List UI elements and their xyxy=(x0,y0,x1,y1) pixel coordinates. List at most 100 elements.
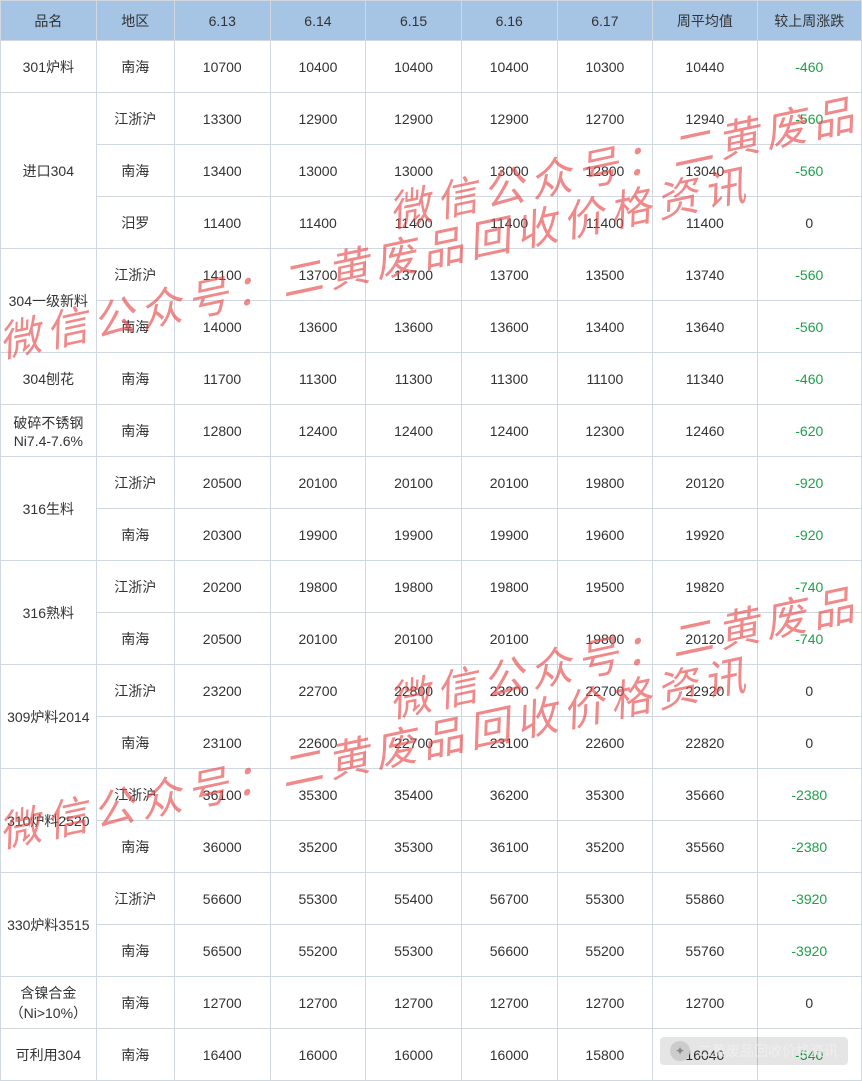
value-cell: 12300 xyxy=(557,405,653,457)
table-row: 南海360003520035300361003520035560-2380 xyxy=(1,821,862,873)
table-row: 301炉料南海107001040010400104001030010440-46… xyxy=(1,41,862,93)
change-cell: -3920 xyxy=(757,925,861,977)
region-cell: 南海 xyxy=(96,1029,174,1081)
value-cell: 13500 xyxy=(557,249,653,301)
region-cell: 江浙沪 xyxy=(96,665,174,717)
change-cell: -460 xyxy=(757,353,861,405)
change-cell: -460 xyxy=(757,41,861,93)
value-cell: 10700 xyxy=(174,41,270,93)
region-cell: 江浙沪 xyxy=(96,249,174,301)
product-name-cell: 进口304 xyxy=(1,93,97,249)
change-cell: 0 xyxy=(757,717,861,769)
table-row: 汨罗1140011400114001140011400114000 xyxy=(1,197,862,249)
value-cell: 11700 xyxy=(174,353,270,405)
avg-cell: 35660 xyxy=(653,769,757,821)
value-cell: 19800 xyxy=(270,561,366,613)
avg-cell: 10440 xyxy=(653,41,757,93)
avg-cell: 13640 xyxy=(653,301,757,353)
value-cell: 22600 xyxy=(557,717,653,769)
value-cell: 13700 xyxy=(270,249,366,301)
value-cell: 12900 xyxy=(270,93,366,145)
value-cell: 20100 xyxy=(461,457,557,509)
value-cell: 22700 xyxy=(366,717,462,769)
value-cell: 11400 xyxy=(461,197,557,249)
value-cell: 19800 xyxy=(557,613,653,665)
column-header: 6.15 xyxy=(366,1,462,41)
table-row: 309炉料2014江浙沪2320022700228002320022700229… xyxy=(1,665,862,717)
value-cell: 12400 xyxy=(366,405,462,457)
change-cell: 0 xyxy=(757,665,861,717)
value-cell: 35400 xyxy=(366,769,462,821)
change-cell: -2380 xyxy=(757,769,861,821)
value-cell: 13000 xyxy=(366,145,462,197)
region-cell: 汨罗 xyxy=(96,197,174,249)
change-cell: 0 xyxy=(757,197,861,249)
value-cell: 11100 xyxy=(557,353,653,405)
change-cell: -620 xyxy=(757,405,861,457)
value-cell: 36000 xyxy=(174,821,270,873)
value-cell: 19800 xyxy=(557,457,653,509)
value-cell: 55200 xyxy=(270,925,366,977)
table-row: 南海140001360013600136001340013640-560 xyxy=(1,301,862,353)
value-cell: 20100 xyxy=(366,613,462,665)
value-cell: 20100 xyxy=(270,457,366,509)
table-row: 南海205002010020100201001980020120-740 xyxy=(1,613,862,665)
column-header: 6.16 xyxy=(461,1,557,41)
value-cell: 12800 xyxy=(174,405,270,457)
change-cell: -560 xyxy=(757,93,861,145)
value-cell: 12700 xyxy=(557,977,653,1029)
value-cell: 36200 xyxy=(461,769,557,821)
avg-cell: 11340 xyxy=(653,353,757,405)
table-row: 310炉料2520江浙沪3610035300354003620035300356… xyxy=(1,769,862,821)
avg-cell: 12700 xyxy=(653,977,757,1029)
change-cell: -920 xyxy=(757,509,861,561)
value-cell: 11400 xyxy=(557,197,653,249)
column-header: 品名 xyxy=(1,1,97,41)
table-row: 含镍合金（Ni>10%）南海12700127001270012700127001… xyxy=(1,977,862,1029)
region-cell: 南海 xyxy=(96,977,174,1029)
value-cell: 13400 xyxy=(174,145,270,197)
value-cell: 55200 xyxy=(557,925,653,977)
value-cell: 20100 xyxy=(270,613,366,665)
avg-cell: 20120 xyxy=(653,457,757,509)
value-cell: 12700 xyxy=(270,977,366,1029)
value-cell: 13600 xyxy=(270,301,366,353)
value-cell: 11300 xyxy=(366,353,462,405)
region-cell: 南海 xyxy=(96,509,174,561)
column-header: 6.13 xyxy=(174,1,270,41)
value-cell: 12400 xyxy=(461,405,557,457)
product-name-cell: 可利用304 xyxy=(1,1029,97,1081)
value-cell: 35300 xyxy=(270,769,366,821)
value-cell: 12900 xyxy=(461,93,557,145)
avg-cell: 13740 xyxy=(653,249,757,301)
value-cell: 36100 xyxy=(461,821,557,873)
value-cell: 35300 xyxy=(366,821,462,873)
value-cell: 13400 xyxy=(557,301,653,353)
value-cell: 56700 xyxy=(461,873,557,925)
region-cell: 江浙沪 xyxy=(96,873,174,925)
avg-cell: 22820 xyxy=(653,717,757,769)
avg-cell: 19820 xyxy=(653,561,757,613)
avg-cell: 22920 xyxy=(653,665,757,717)
avg-cell: 13040 xyxy=(653,145,757,197)
region-cell: 江浙沪 xyxy=(96,769,174,821)
value-cell: 11400 xyxy=(174,197,270,249)
product-name-cell: 304刨花 xyxy=(1,353,97,405)
product-name-cell: 301炉料 xyxy=(1,41,97,93)
value-cell: 14000 xyxy=(174,301,270,353)
price-table: 品名地区6.136.146.156.166.17周平均值较上周涨跌 301炉料南… xyxy=(0,0,862,1081)
value-cell: 16000 xyxy=(270,1029,366,1081)
region-cell: 南海 xyxy=(96,353,174,405)
value-cell: 20500 xyxy=(174,457,270,509)
value-cell: 23100 xyxy=(174,717,270,769)
value-cell: 19900 xyxy=(461,509,557,561)
value-cell: 36100 xyxy=(174,769,270,821)
value-cell: 35200 xyxy=(557,821,653,873)
value-cell: 19500 xyxy=(557,561,653,613)
region-cell: 南海 xyxy=(96,613,174,665)
value-cell: 56600 xyxy=(174,873,270,925)
product-name-cell: 316生料 xyxy=(1,457,97,561)
value-cell: 11300 xyxy=(270,353,366,405)
region-cell: 江浙沪 xyxy=(96,93,174,145)
value-cell: 20100 xyxy=(461,613,557,665)
